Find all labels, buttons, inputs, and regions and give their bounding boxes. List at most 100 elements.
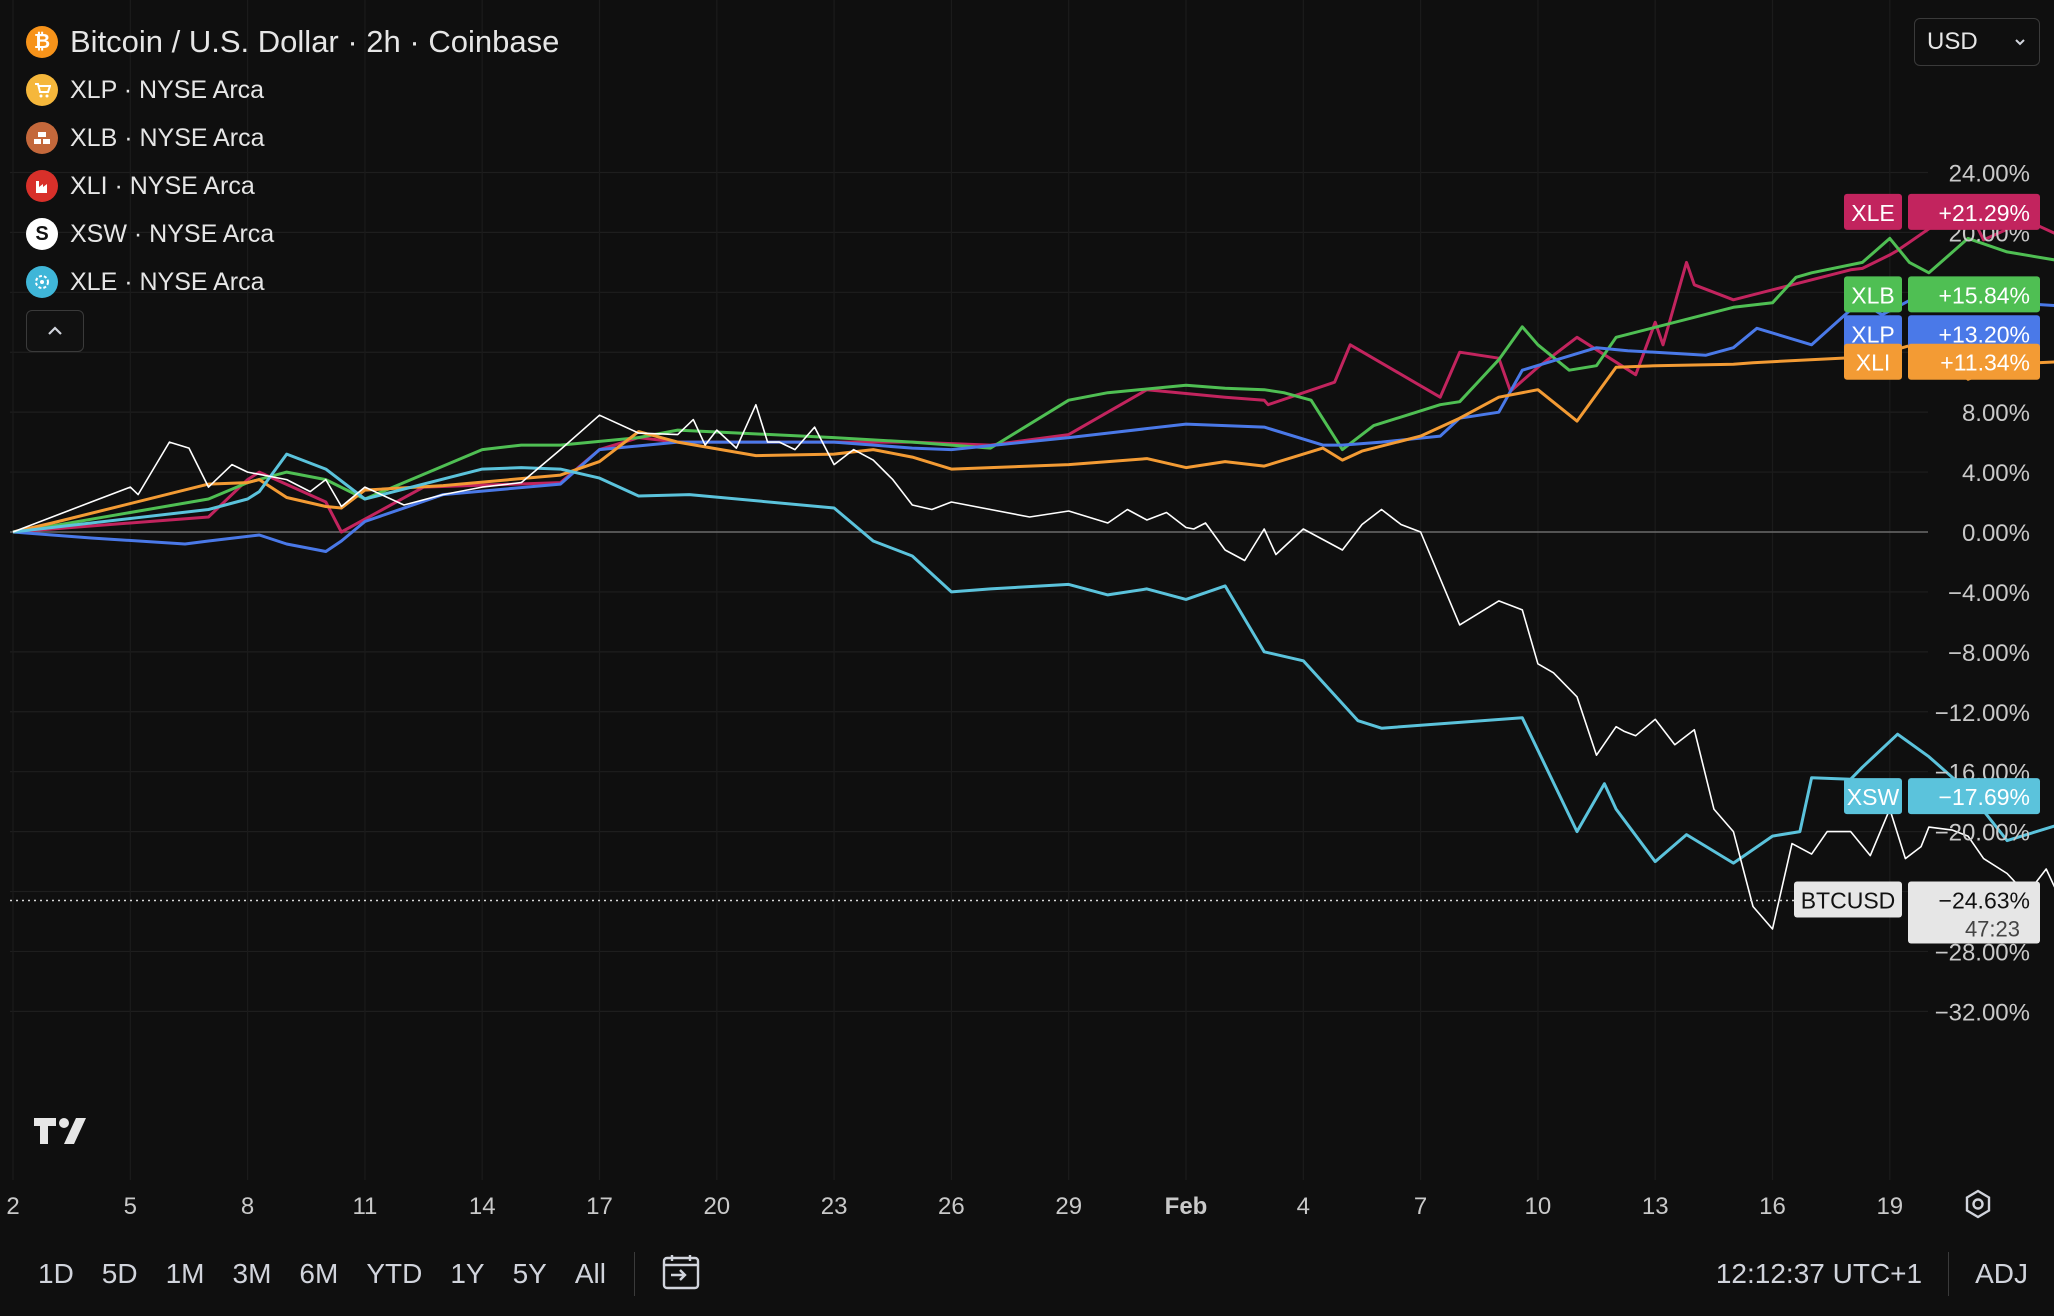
- value-badge-text: +15.84%: [1939, 282, 2030, 308]
- currency-select[interactable]: USD: [1914, 18, 2040, 66]
- legend-item-xsw[interactable]: S XSW · NYSE Arca: [26, 210, 559, 258]
- chart-grid: [10, 0, 1928, 1180]
- legend-item-label: XSW · NYSE Arca: [70, 219, 275, 248]
- bottom-right-toolbar: 12:12:37 UTC+1 ADJ: [1716, 1232, 2054, 1316]
- settings-gear-icon[interactable]: [1962, 1188, 1994, 1225]
- legend-item-xle[interactable]: XLE · NYSE Arca: [26, 258, 559, 306]
- symbol-badge: [1844, 193, 1902, 230]
- y-tick-label: −4.00%: [1948, 580, 2030, 607]
- legend-item-label: XLB · NYSE Arca: [70, 123, 265, 152]
- x-tick-label: 13: [1642, 1193, 1669, 1220]
- y-tick-label: 0.00%: [1962, 520, 2030, 547]
- series-line-xsw: [12, 452, 2054, 865]
- range-3m-button[interactable]: 3M: [232, 1258, 272, 1289]
- symbol-badge: [1844, 276, 1902, 313]
- calendar-goto-icon[interactable]: [661, 1253, 701, 1296]
- adj-toggle[interactable]: ADJ: [1975, 1258, 2028, 1289]
- y-tick-label: −32.00%: [1935, 999, 2030, 1026]
- series-line-xlp: [12, 278, 2054, 553]
- value-badge: [1908, 193, 2040, 230]
- tradingview-logo-icon[interactable]: [32, 1116, 94, 1151]
- bar-countdown-text: 47:23: [1965, 917, 2020, 942]
- legend-main[interactable]: ₿ Bitcoin / U.S. Dollar · 2h · Coinbase: [26, 18, 559, 66]
- currency-label: USD: [1927, 28, 1978, 55]
- series-line-btcusd: [12, 403, 2054, 930]
- gear-flower-icon: [26, 266, 58, 298]
- bricks-icon: [26, 122, 58, 154]
- x-tick-label: 17: [586, 1193, 613, 1220]
- series-line-xle: [12, 203, 2054, 534]
- last-value-label-xle: XLE +21.29%: [1844, 193, 2040, 230]
- axis-layer: 24.00%20.00%8.00%4.00%0.00%−4.00%−8.00%−…: [6, 160, 2030, 1220]
- series-line-xlb: [12, 236, 2054, 534]
- symbol-badge: [1794, 881, 1902, 918]
- last-value-label-xli: XLI +11.34%: [1844, 343, 2040, 380]
- range-5y-button[interactable]: 5Y: [512, 1258, 547, 1289]
- x-tick-label: 26: [938, 1193, 965, 1220]
- y-tick-label: 24.00%: [1949, 160, 2030, 187]
- range-1y-button[interactable]: 1Y: [450, 1258, 485, 1289]
- symbol-badge-text: XLP: [1851, 321, 1894, 347]
- y-tick-label: 8.00%: [1962, 400, 2030, 427]
- value-badge-text: +21.29%: [1939, 200, 2030, 226]
- value-badge: [1908, 343, 2040, 380]
- x-tick-label: 29: [1055, 1193, 1082, 1220]
- series-layer: [10, 203, 2054, 930]
- y-tick-label: 4.00%: [1962, 460, 2030, 487]
- y-tick-label: −12.00%: [1935, 700, 2030, 727]
- value-badge-text: +13.20%: [1939, 321, 2030, 347]
- symbol-badge: [1844, 778, 1902, 815]
- symbol-badge: [1844, 315, 1902, 352]
- last-value-label-btcusd: BTCUSD −24.63% 47:23: [1794, 881, 2040, 944]
- range-1d-button[interactable]: 1D: [38, 1258, 74, 1289]
- cart-icon: [26, 74, 58, 106]
- x-tick-label: 19: [1876, 1193, 1903, 1220]
- factory-icon: [26, 170, 58, 202]
- x-tick-label: 4: [1297, 1193, 1310, 1220]
- s-logo-icon: S: [26, 218, 58, 250]
- range-5d-button[interactable]: 5D: [101, 1258, 138, 1289]
- toolbar-divider: [1948, 1252, 1950, 1296]
- collapse-legend-button[interactable]: [26, 310, 84, 352]
- value-badge: [1908, 778, 2040, 815]
- y-tick-label: −20.00%: [1935, 820, 2030, 847]
- bitcoin-icon: ₿: [26, 26, 58, 58]
- y-tick-label: −28.00%: [1935, 939, 2030, 966]
- x-tick-label: 14: [469, 1193, 496, 1220]
- value-badge-text: −17.69%: [1939, 784, 2030, 810]
- x-tick-label: 10: [1525, 1193, 1552, 1220]
- x-tick-label: 7: [1414, 1193, 1427, 1220]
- x-tick-label: 16: [1759, 1193, 1786, 1220]
- clock-timezone[interactable]: 12:12:37 UTC+1: [1715, 1258, 1923, 1289]
- legend-item-label: XLP · NYSE Arca: [70, 75, 265, 104]
- range-ytd-button[interactable]: YTD: [366, 1258, 423, 1289]
- x-tick-label: 20: [703, 1193, 730, 1220]
- range-all-button[interactable]: All: [574, 1258, 606, 1289]
- symbol-badge-text: XSW: [1847, 784, 1900, 810]
- y-tick-label: −8.00%: [1948, 640, 2030, 667]
- symbol-badge-text: XLE: [1851, 200, 1894, 226]
- bottom-toolbar: 1D 5D 1M 3M 6M YTD 1Y 5Y All: [0, 1232, 2054, 1316]
- range-6m-button[interactable]: 6M: [299, 1258, 339, 1289]
- x-tick-label: 23: [821, 1193, 848, 1220]
- range-1m-button[interactable]: 1M: [165, 1258, 205, 1289]
- symbol-badge-text: BTCUSD: [1801, 888, 1896, 914]
- x-tick-label: Feb: [1165, 1193, 1208, 1220]
- legend-item-xlp[interactable]: XLP · NYSE Arca: [26, 66, 559, 114]
- last-value-labels: XLE +21.29% XLB +15.84% XLP +13.20% XLI +11.34%…: [1794, 193, 2040, 944]
- value-badge: [1908, 276, 2040, 313]
- chevron-down-icon: [2015, 39, 2025, 46]
- symbol-badge-text: XLB: [1851, 282, 1894, 308]
- value-badge-text: +11.34%: [1940, 350, 2030, 376]
- value-badge: [1908, 315, 2040, 352]
- x-tick-label: 11: [352, 1193, 377, 1220]
- legend-item-xli[interactable]: XLI · NYSE Arca: [26, 162, 559, 210]
- legend-item-xlb[interactable]: XLB · NYSE Arca: [26, 114, 559, 162]
- legend-item-label: XLI · NYSE Arca: [70, 171, 255, 200]
- chevron-up-icon: [48, 326, 62, 335]
- series-line-xli: [12, 338, 2054, 534]
- x-tick-label: 2: [6, 1193, 19, 1220]
- symbol-badge-text: XLI: [1856, 350, 1891, 376]
